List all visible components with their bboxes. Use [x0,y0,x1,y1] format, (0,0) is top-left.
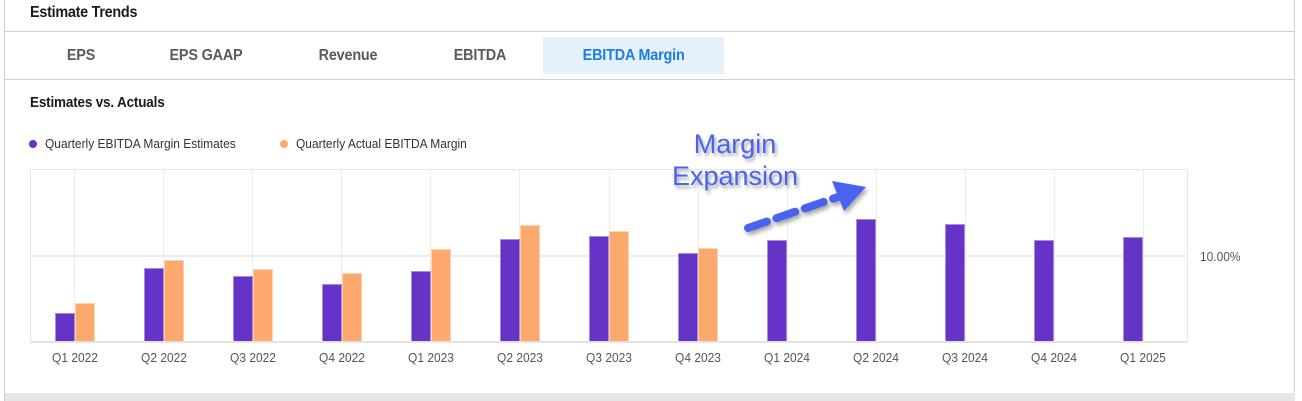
bar-estimate[interactable] [589,236,609,342]
bar-estimate[interactable] [232,275,253,342]
bar-actual[interactable] [74,303,95,342]
bar-estimate[interactable] [945,224,966,342]
bar-actual[interactable] [430,249,451,342]
bar-estimate[interactable] [143,268,164,342]
gridline-vertical [875,169,877,342]
x-tick-label: Q2 2022 [140,350,187,365]
dashed-arrow-up-right-icon [744,181,866,232]
divider [4,31,1295,32]
bar-actual[interactable] [519,225,540,342]
tab-ebitda-margin-label: EBITDA Margin [582,47,685,64]
tab-revenue[interactable]: Revenue [318,47,378,64]
bar-estimate[interactable] [410,271,431,342]
x-tick-label: Q1 2022 [51,350,98,365]
bar-actual[interactable] [341,273,362,342]
x-tick-label: Q2 2023 [496,350,543,365]
bar-estimate[interactable] [1123,237,1144,342]
legend-label: Quarterly Actual EBITDA Margin [296,136,467,151]
legend-dot-icon [29,139,37,148]
annotation-line-2: Expansion [671,161,799,191]
gridline-vertical [786,169,788,342]
bar-estimate[interactable] [499,238,520,342]
bar-estimate[interactable] [321,283,342,342]
annotation-line-1: Margin [693,129,777,159]
tab-ebitda-margin[interactable]: EBITDA Margin [543,37,724,74]
x-tick-label: Q3 2023 [586,350,632,365]
gridline-vertical [163,169,165,342]
legend-item-estimates[interactable]: Quarterly EBITDA Margin Estimates [29,136,252,151]
panel-title: Estimate Trends [30,4,138,21]
bar-actual[interactable] [163,260,184,342]
legend-item-actuals[interactable]: Quarterly Actual EBITDA Margin [280,136,482,151]
x-tick-label: Q4 2024 [1031,350,1078,365]
bar-estimate[interactable] [54,312,75,342]
bar-estimate[interactable] [678,253,699,342]
bar-estimate[interactable] [767,239,788,342]
margin-expansion-annotation: Margin Expansion [660,128,810,192]
x-tick-label: Q1 2024 [764,350,811,365]
bar-actual[interactable] [698,248,719,342]
x-tick-label: Q3 2024 [942,350,989,365]
divider [4,79,1295,80]
bar-actual[interactable] [609,231,629,342]
gridline-vertical [964,169,966,342]
metric-tabs: EPS EPS GAAP Revenue EBITDA EBITDA Margi… [4,32,1295,79]
x-tick-label: Q4 2023 [675,350,722,365]
chart-title: Estimates vs. Actuals [30,94,165,111]
tab-eps[interactable]: EPS [66,47,96,64]
bar-estimate[interactable] [856,219,877,342]
gridline-vertical [341,169,343,342]
y-tick-label: 10.00% [1200,249,1241,264]
x-tick-label: Q4 2022 [318,350,365,365]
gridline-vertical [1142,169,1144,342]
x-tick-label: Q3 2022 [229,350,276,365]
gridline-vertical [1053,169,1055,342]
tab-eps-gaap[interactable]: EPS GAAP [169,47,243,64]
x-tick-label: Q1 2025 [1120,350,1167,365]
gridline-vertical [252,169,254,342]
bar-estimate[interactable] [1034,239,1055,342]
tab-ebitda[interactable]: EBITDA [453,47,507,64]
x-axis-line [30,341,1188,343]
gridline-vertical [74,169,76,342]
x-tick-label: Q2 2024 [853,350,900,365]
legend-dot-icon [280,139,288,148]
panel-footer-strip [5,393,1295,401]
legend-label: Quarterly EBITDA Margin Estimates [45,136,236,151]
bar-actual[interactable] [252,268,273,342]
x-tick-label: Q1 2023 [407,350,454,365]
